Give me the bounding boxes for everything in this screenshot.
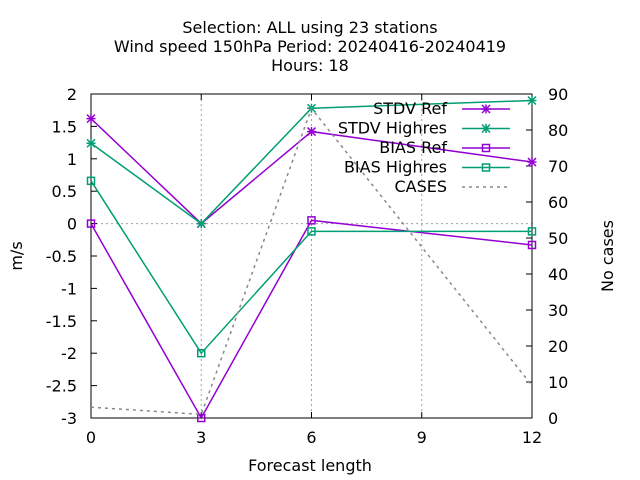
y-tick-label: 1 (67, 150, 77, 169)
series-line (90, 219, 533, 420)
y2-tick-label: 30 (548, 301, 568, 320)
series-cases (90, 106, 533, 416)
square-marker (86, 176, 96, 186)
series-bias-ref (86, 216, 537, 423)
y-tick-label: 2 (67, 85, 77, 104)
y2-tick-label: 50 (548, 229, 568, 248)
star-marker (86, 114, 96, 124)
star-marker (481, 104, 491, 114)
y2-tick-label: 0 (548, 409, 558, 428)
star-marker (196, 219, 206, 229)
y-tick-label: -3 (61, 409, 77, 428)
y2-tick-label: 70 (548, 157, 568, 176)
chart-title: Selection: ALL using 23 stations Wind sp… (114, 18, 506, 75)
series-line (90, 180, 532, 355)
series (86, 95, 537, 423)
series-line (90, 118, 533, 225)
y2-tick-label: 90 (548, 85, 568, 104)
x-tick-label: 6 (306, 428, 316, 447)
square-marker (481, 163, 491, 172)
legend-label: BIAS Highres (344, 158, 447, 177)
square-marker (86, 219, 96, 228)
y2-tick-label: 20 (548, 337, 568, 356)
star-marker (527, 95, 537, 106)
legend-entry: CASES (394, 177, 510, 196)
y2-tick-label: 10 (548, 373, 568, 392)
grid (91, 94, 532, 418)
y-tick-label: 0.5 (52, 182, 77, 201)
y2-tick-label: 80 (548, 121, 568, 140)
star-marker (306, 127, 317, 137)
series-bias-highres (86, 176, 537, 358)
y-tick-label: -1.5 (46, 312, 77, 331)
legend-entry: BIAS Highres (344, 158, 510, 177)
legend-label: STDV Ref (373, 99, 447, 118)
square-marker (197, 413, 206, 423)
y2-tick-label: 40 (548, 265, 568, 284)
legend-label: STDV Highres (338, 119, 447, 138)
y-tick-label: -1 (61, 279, 77, 298)
star-marker (86, 138, 96, 148)
square-marker (307, 216, 316, 225)
square-marker (527, 227, 537, 236)
series-stdv-ref (86, 114, 537, 229)
y2-tick-label: 60 (548, 193, 568, 212)
y-tick-label: 1.5 (52, 117, 77, 136)
x-tick-label: 3 (196, 428, 206, 447)
y-axis-label: m/s (7, 241, 26, 270)
square-marker (527, 240, 537, 250)
series-line (90, 99, 533, 225)
y-tick-label: -2.5 (46, 377, 77, 396)
y-tick-label: -2 (61, 344, 77, 363)
x-tick-label: 9 (417, 428, 427, 447)
y-tick-label: 0 (67, 215, 77, 234)
x-axis-label: Forecast length (248, 456, 372, 475)
legend-label: BIAS Ref (379, 138, 447, 157)
star-marker (527, 157, 537, 167)
legend-label: CASES (394, 177, 447, 196)
axes: -3-2.5-2-1.5-1-0.500.511.520102030405060… (46, 85, 569, 447)
x-tick-label: 0 (86, 428, 96, 447)
legend-entry: BIAS Ref (379, 138, 510, 157)
legend-entry: STDV Ref (373, 99, 510, 118)
square-marker (307, 227, 316, 236)
legend-entry: STDV Highres (338, 119, 510, 138)
title-line-2: Wind speed 150hPa Period: 20240416-20240… (114, 37, 506, 56)
star-marker (481, 123, 491, 134)
y-tick-label: -0.5 (46, 247, 77, 266)
series-line (90, 106, 533, 416)
title-line-3: Hours: 18 (271, 56, 349, 75)
x-tick-label: 12 (522, 428, 542, 447)
y2-axis-label: No cases (598, 220, 617, 292)
title-line-1: Selection: ALL using 23 stations (182, 18, 437, 37)
square-marker (481, 143, 491, 153)
square-marker (197, 348, 206, 358)
